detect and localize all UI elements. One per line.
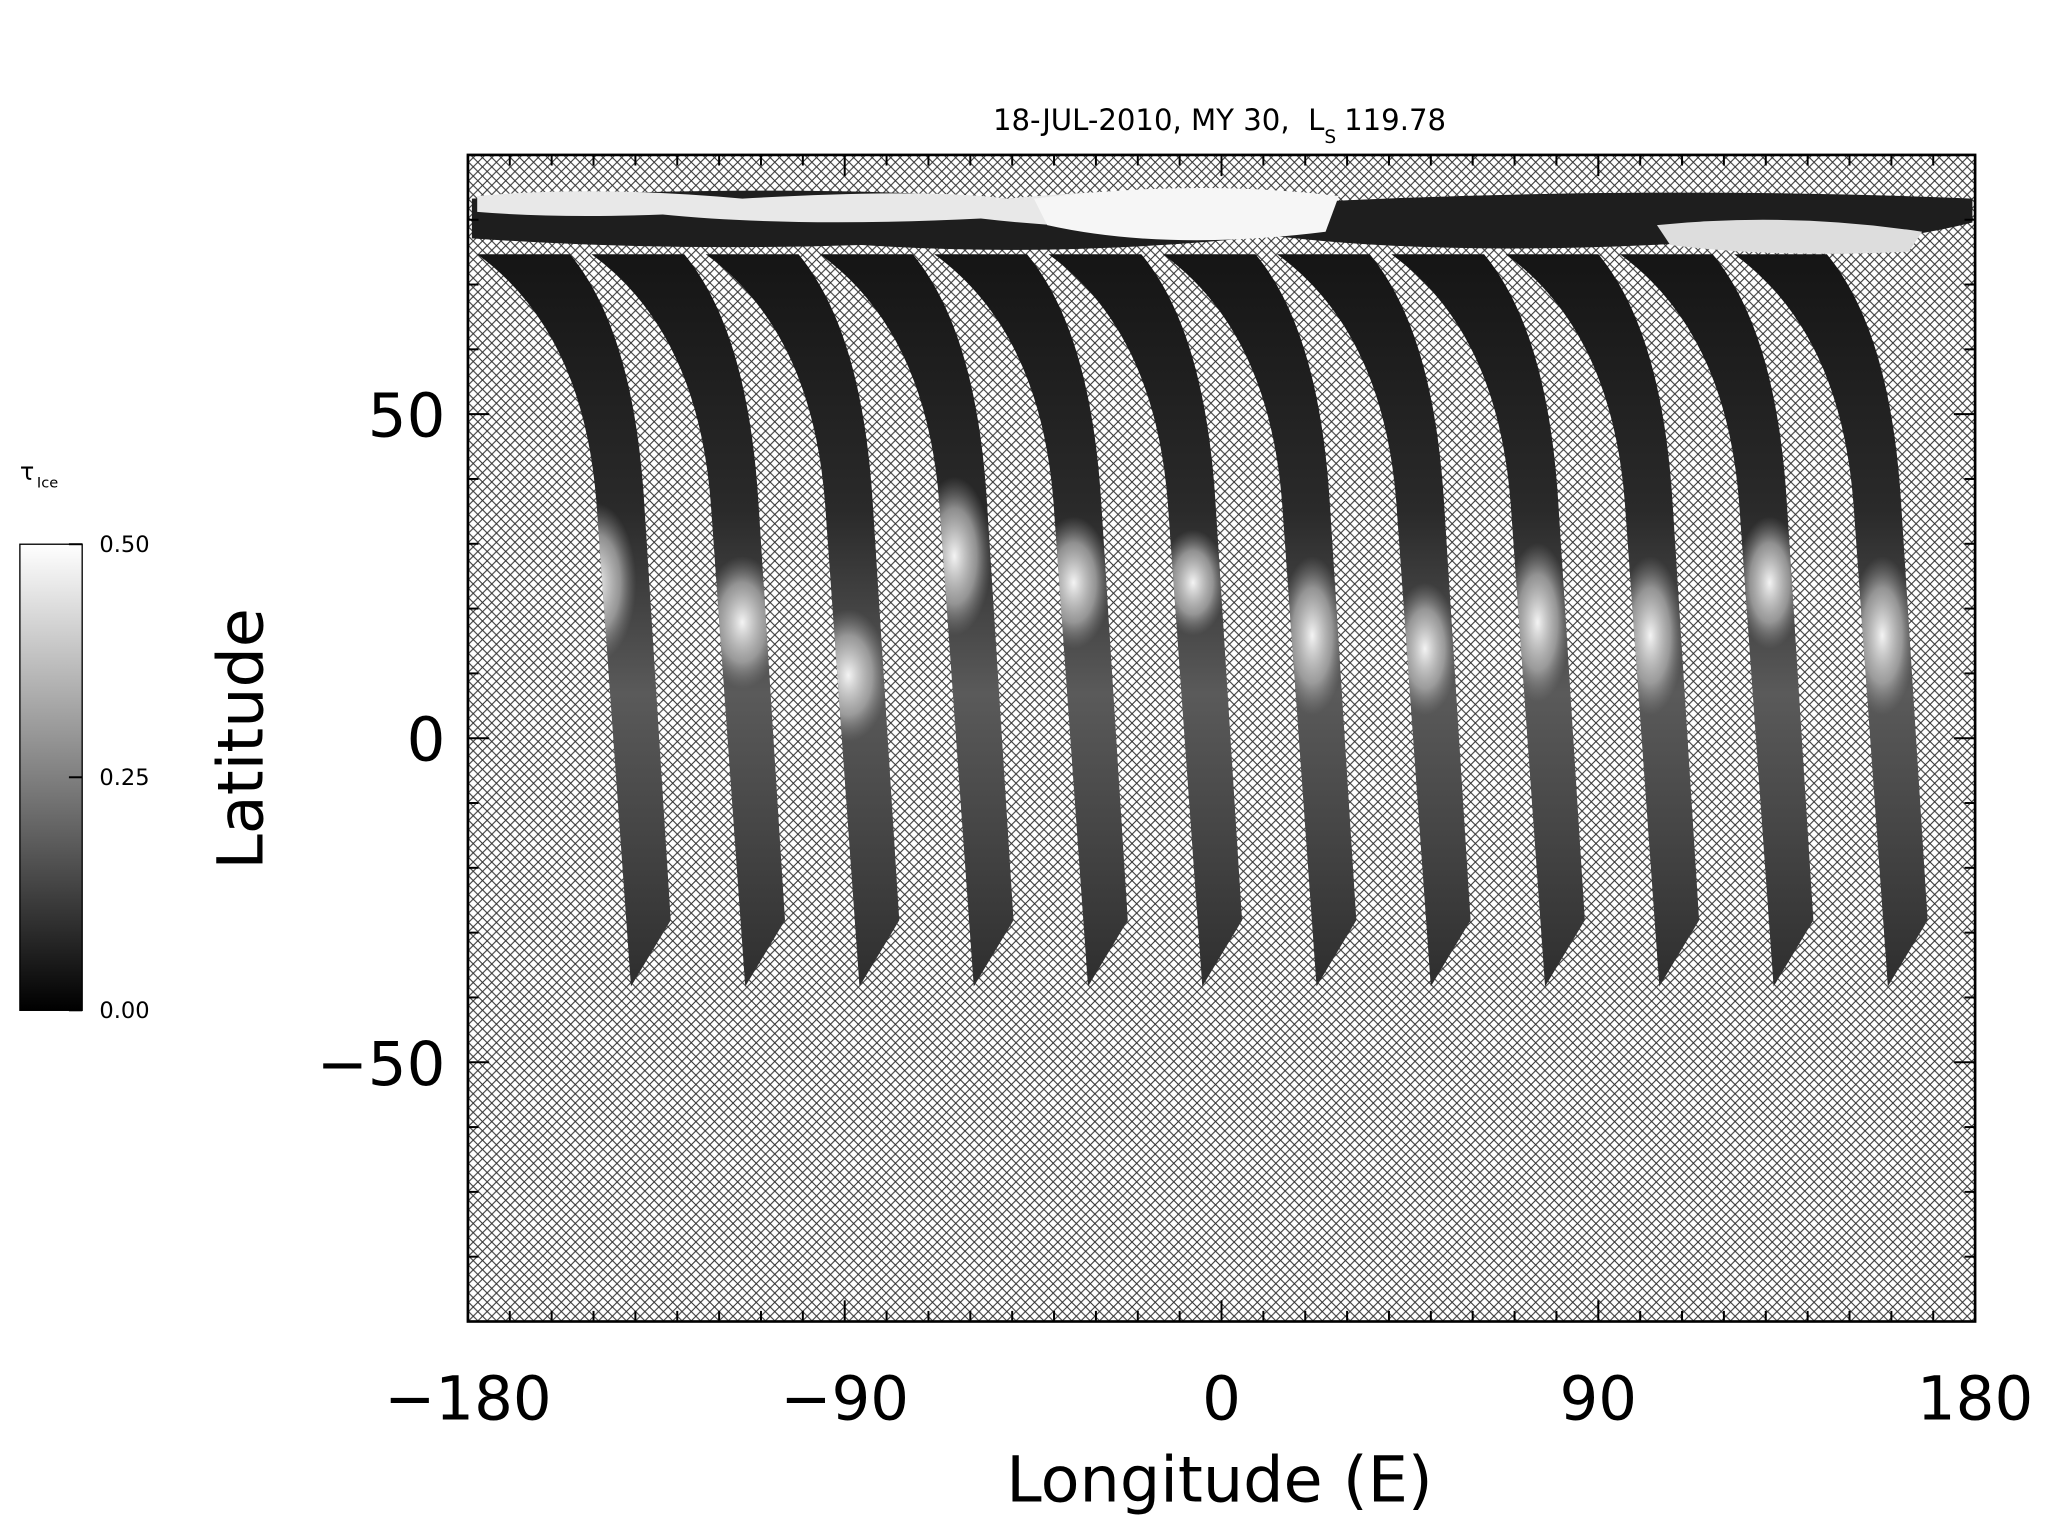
swath (1162, 254, 1357, 987)
axes: −180 −90 0 90 180 −50 0 50 (317, 154, 2033, 1435)
x-tick-label: −90 (780, 1364, 909, 1435)
swath (705, 254, 900, 987)
swath (591, 254, 786, 987)
swaths (477, 254, 1928, 987)
polar-cap (1656, 219, 1923, 254)
y-axis-label: Latitude (203, 608, 277, 870)
swath (1505, 254, 1700, 987)
swath (1391, 254, 1585, 987)
colorbar-label: τ Ice (20, 457, 58, 491)
x-tick-label: 90 (1560, 1364, 1638, 1435)
polar-cap (1033, 187, 1339, 241)
chart-title: 18-JUL-2010, MY 30, LS 119.78 (993, 103, 1446, 148)
x-axis-label: Longitude (E) (1006, 1443, 1432, 1517)
x-tick-label: 0 (1202, 1364, 1241, 1435)
y-tick-label: 50 (368, 381, 446, 452)
cloud (1849, 556, 1916, 716)
title-text: 18-JUL-2010, MY 30, L (993, 103, 1325, 137)
swath (819, 254, 1014, 987)
swath (477, 254, 671, 987)
x-tick-label: −180 (384, 1364, 551, 1435)
cloud (702, 556, 783, 689)
title-value: 119.78 (1344, 103, 1446, 137)
colorbar-label-subscript: Ice (37, 474, 58, 491)
colorbar-tick-label: 0.00 (99, 998, 149, 1024)
y-tick-label: −50 (317, 1029, 446, 1100)
swath (1734, 254, 1928, 987)
cloud (1736, 516, 1803, 649)
colorbar: 0.00 0.25 0.50 (19, 532, 150, 1024)
title-subscript: S (1324, 127, 1336, 148)
x-tick-label: 180 (1917, 1364, 2033, 1435)
colorbar-tick-label: 0.25 (99, 765, 149, 791)
swath (1277, 254, 1471, 987)
colorbar-label-text: τ (20, 457, 34, 485)
swath (1619, 254, 1814, 987)
colorbar-tick-label: 0.50 (99, 532, 149, 558)
swath (1048, 254, 1243, 987)
cloud (1159, 529, 1227, 636)
cloud (1279, 556, 1346, 716)
y-tick-label: 0 (407, 705, 446, 776)
swath (934, 254, 1128, 987)
